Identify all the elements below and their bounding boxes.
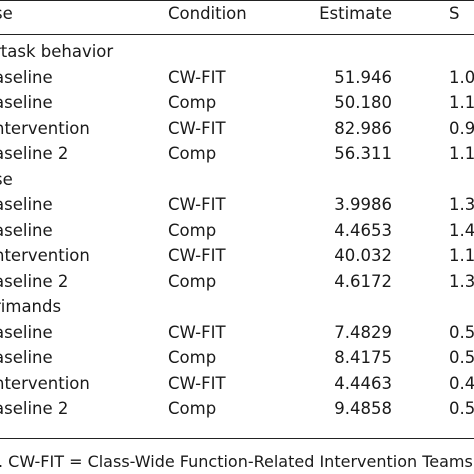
row-se: 1.1: [449, 246, 474, 265]
section-title: se: [0, 169, 13, 189]
row-estimate: 4.4463: [334, 373, 392, 393]
row-condition: CW-FIT: [168, 322, 226, 342]
row-se: 1.3: [449, 195, 474, 214]
row-condition: Comp: [168, 144, 217, 163]
header-estimate: Estimate: [319, 4, 392, 23]
row-phase: aseline 2: [0, 144, 69, 163]
header-phase: se: [0, 4, 13, 23]
row-se: 1.0: [449, 67, 474, 87]
table-top-rule: [0, 0, 474, 1]
header-se: S: [449, 4, 460, 23]
header-condition: Condition: [168, 4, 247, 23]
row-se: 0.9: [449, 118, 474, 138]
row-se: 0.4: [449, 373, 474, 393]
row-estimate: 4.6172: [334, 271, 392, 291]
row-estimate: 7.4829: [334, 322, 392, 342]
row-phase: aseline: [0, 195, 53, 214]
row-phase: aseline: [0, 348, 53, 367]
row-estimate: 4.4653: [334, 220, 392, 240]
table-bottom-rule: [0, 438, 474, 439]
row-condition: Comp: [168, 220, 217, 240]
row-se: 1.1: [449, 144, 474, 163]
row-se: 0.5: [449, 399, 474, 418]
row-phase: ntervention: [0, 246, 90, 265]
row-se: 1.4: [449, 220, 474, 240]
row-condition: Comp: [168, 271, 217, 291]
row-phase: aseline: [0, 322, 53, 342]
row-condition: CW-FIT: [168, 195, 226, 214]
section-title: rtask behavior: [0, 42, 114, 61]
row-se: 1.3: [449, 271, 474, 291]
row-condition: CW-FIT: [168, 373, 226, 393]
row-estimate: 51.946: [334, 67, 392, 87]
row-phase: aseline: [0, 93, 53, 112]
row-estimate: 56.311: [334, 144, 392, 163]
section-title: rimands: [0, 297, 62, 316]
row-phase: ntervention: [0, 118, 90, 138]
row-estimate: 9.4858: [334, 399, 392, 418]
row-estimate: 82.986: [334, 118, 392, 138]
row-estimate: 3.9986: [334, 195, 392, 214]
row-condition: Comp: [168, 93, 217, 112]
row-condition: CW-FIT: [168, 118, 226, 138]
row-condition: CW-FIT: [168, 67, 226, 87]
row-condition: Comp: [168, 399, 217, 418]
row-phase: aseline 2: [0, 399, 69, 418]
row-estimate: 50.180: [334, 93, 392, 112]
row-se: 0.5: [449, 348, 474, 367]
row-condition: Comp: [168, 348, 217, 367]
row-estimate: 8.4175: [334, 348, 392, 367]
table-footnote: . CW-FIT = Class-Wide Function-Related I…: [0, 452, 474, 471]
row-phase: aseline 2: [0, 271, 69, 291]
row-phase: ntervention: [0, 373, 90, 393]
header-rule: [0, 34, 474, 35]
row-phase: aseline: [0, 67, 53, 87]
row-condition: CW-FIT: [168, 246, 226, 265]
row-se: 0.5: [449, 322, 474, 342]
row-se: 1.1: [449, 93, 474, 112]
row-estimate: 40.032: [334, 246, 392, 265]
row-phase: aseline: [0, 220, 53, 240]
